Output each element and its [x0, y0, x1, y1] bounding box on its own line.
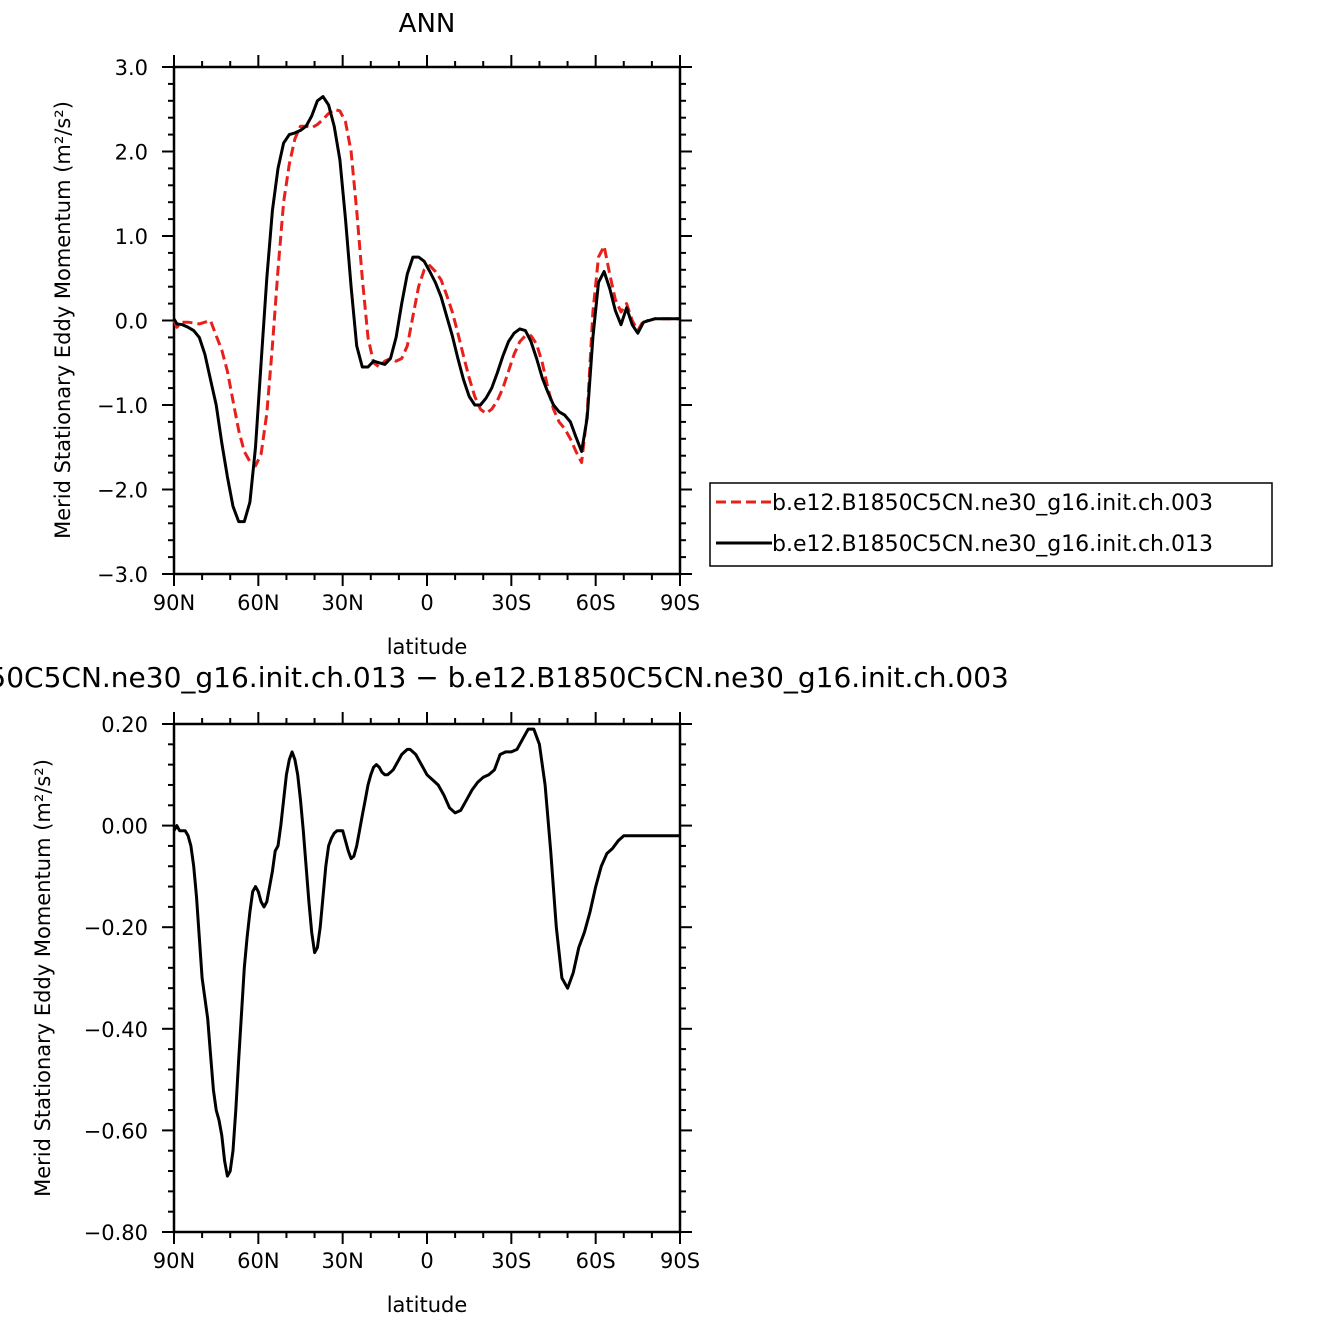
top-plot-area: 90N 60N 30N 0 30S 60S 90S −3.0 −2.0 −1.0 0.0 1.0 2.0… — [97, 55, 700, 615]
bottom-x-tick-label: 90N — [153, 1249, 195, 1273]
top-x-tick-label: 0 — [420, 591, 433, 615]
top-y-tick-label: 0.0 — [115, 310, 148, 334]
legend-label-003: b.e12.B1850C5CN.ne30_g16.init.ch.003 — [772, 491, 1213, 516]
bottom-y-axis-label: Merid Stationary Eddy Momentum (m²/s²) — [31, 759, 55, 1197]
bottom-plot-frame — [172, 722, 682, 1234]
top-y-tick-label: −2.0 — [97, 479, 148, 503]
bottom-chart-title: b.e12.B1850C5CN.ne30_g16.init.ch.013 − b… — [0, 661, 1009, 694]
top-x-tick-label: 90N — [153, 591, 195, 615]
bottom-y-tick-label: 0.20 — [101, 713, 148, 737]
top-x-axis-label: latitude — [387, 635, 468, 659]
bottom-x-tick-label: 60S — [576, 1249, 616, 1273]
top-x-tick-label: 30S — [491, 591, 531, 615]
bottom-y-tick-label: 0.00 — [101, 815, 148, 839]
top-panel: ANN 90N 60N 30N 0 30S 60S 90S −3.0 −2.0 −1.0 0.0 1.… — [51, 9, 700, 659]
top-y-tick-label: −1.0 — [97, 394, 148, 418]
bottom-x-axis-label: latitude — [387, 1293, 468, 1317]
top-x-tick-label: 30N — [321, 591, 363, 615]
bottom-y-tick-label: −0.40 — [84, 1018, 148, 1042]
bottom-x-tick-label: 60N — [237, 1249, 279, 1273]
legend-box — [709, 482, 1273, 567]
top-x-tick-label: 90S — [660, 591, 700, 615]
top-series-line-1 — [172, 95, 680, 524]
top-x-tick-label: 60S — [576, 591, 616, 615]
bottom-x-tick-label: 30S — [491, 1249, 531, 1273]
bottom-x-tick-label: 0 — [420, 1249, 433, 1273]
top-y-axis-label: Merid Stationary Eddy Momentum (m²/s²) — [51, 101, 75, 539]
top-y-tick-label: 2.0 — [115, 141, 148, 165]
legend: b.e12.B1850C5CN.ne30_g16.init.ch.003 b.e… — [709, 482, 1273, 567]
bottom-x-tick-label: 90S — [660, 1249, 700, 1273]
top-y-tick-label: −3.0 — [97, 563, 148, 587]
bottom-series-line-0 — [172, 727, 680, 1178]
top-y-tick-label: 3.0 — [115, 56, 148, 80]
top-y-tick-label: 1.0 — [115, 225, 148, 249]
bottom-plot-area: 90N 60N 30N 0 30S 60S 90S −0.80 −0.60 −0.40 −0.20 0… — [84, 712, 700, 1273]
top-series-line-0 — [172, 107, 680, 468]
top-x-tick-label: 60N — [237, 591, 279, 615]
bottom-x-tick-label: 30N — [321, 1249, 363, 1273]
bottom-y-tick-label: −0.80 — [84, 1221, 148, 1245]
bottom-y-tick-label: −0.20 — [84, 916, 148, 940]
bottom-y-tick-label: −0.60 — [84, 1119, 148, 1143]
top-chart-title: ANN — [399, 9, 456, 39]
bottom-panel: b.e12.B1850C5CN.ne30_g16.init.ch.013 − b… — [0, 661, 1009, 1317]
legend-label-013: b.e12.B1850C5CN.ne30_g16.init.ch.013 — [772, 532, 1213, 557]
